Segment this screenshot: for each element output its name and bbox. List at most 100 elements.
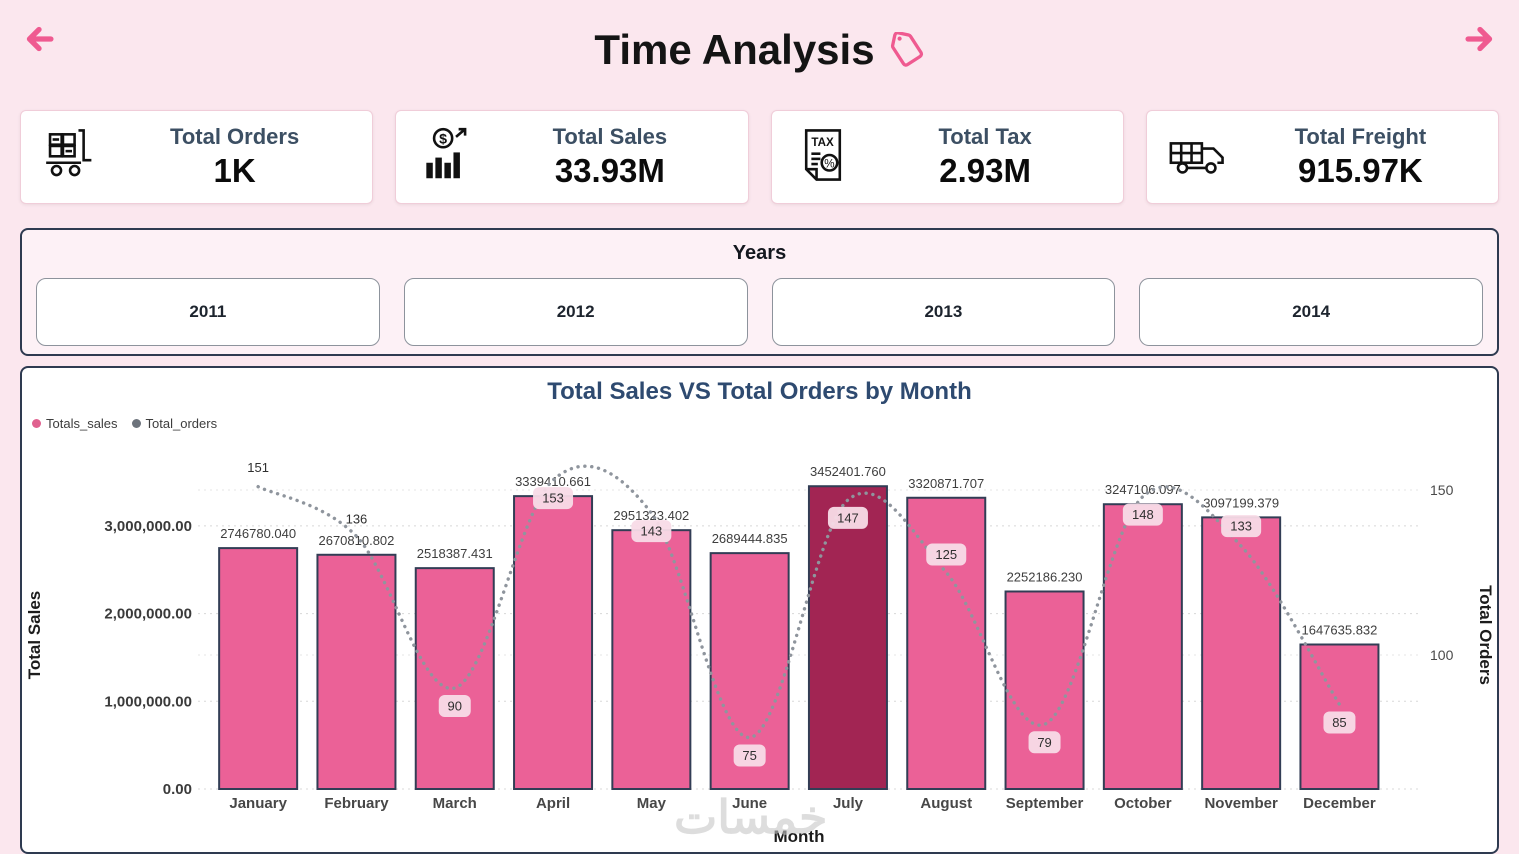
bar-value-label: 2689444.835 [712,531,788,546]
year-button-2014[interactable]: 2014 [1139,278,1483,346]
year-button-2011[interactable]: 2011 [36,278,380,346]
bar-november[interactable] [1201,516,1282,791]
orders-label-pill [1221,515,1262,538]
bar-september[interactable] [1004,590,1085,790]
kpi-value: 915.97K [1297,152,1423,189]
tag-icon [890,32,923,67]
chart-title: Total Sales VS Total Orders by Month [547,378,972,405]
y-axis-title-right: Total Orders [1476,585,1495,685]
kpi-label: Total Freight [1294,124,1427,149]
years-slicer-title: Years [732,242,787,264]
kpi-label: Total Sales [552,124,668,149]
svg-text:$: $ [439,131,447,147]
header: Time Analysis [0,0,1519,100]
forward-arrow-button[interactable] [1461,20,1499,58]
bar-october[interactable] [1102,503,1183,791]
kpi-card-total-orders: Total Orders 1K [20,110,374,204]
x-axis-label-april: April [536,795,570,812]
x-axis-label-june: June [732,795,767,812]
orders-value-label: 85 [1332,715,1346,730]
kpi-card-total-tax: TAX % Total Tax 2.93M [770,110,1124,204]
svg-text:TAX: TAX [811,135,834,148]
kpi-card-total-sales: $ Total Sales 33.93M [395,110,749,204]
kpi-label: Total Tax [938,124,1032,149]
page-title-text: Time Analysis [594,26,875,73]
y-right-tick: 150 [1430,482,1454,498]
y-axis-title-left: Total Sales [25,591,44,680]
pallet-trolley-icon [41,124,109,191]
bar-value-label: 2252186.230 [1007,569,1083,584]
orders-label-pill [631,520,672,543]
bar-value-label: 2518387.431 [417,546,493,561]
x-axis-label-february: February [324,795,389,812]
delivery-truck-icon [1167,124,1235,191]
orders-value-label: 151 [247,460,269,475]
x-axis-label-march: March [433,795,477,812]
x-axis-title: Month [774,827,825,846]
legend-label: Total_orders [145,415,218,431]
bar-value-label: 3339410.661 [515,474,591,489]
legend-item-totals-sales[interactable]: Totals_sales [32,416,118,431]
orders-label-pill [926,543,967,566]
money-growth-icon: $ [416,124,484,191]
orders-value-label: 136 [346,512,368,527]
bar-value-label: 3452401.760 [810,464,886,479]
kpi-value: 1K [213,152,256,189]
bar-value-label: 3247106.097 [1105,482,1181,497]
bar-march[interactable] [414,567,495,790]
bar-value-label: 1647635.832 [1301,623,1377,638]
bar-value-label: 2951323.402 [613,508,689,523]
x-axis-label-september: September [1006,795,1084,812]
legend-dot-orders [131,418,141,428]
chart-legend: Totals_sales Total_orders [22,410,1497,434]
bar-july[interactable] [807,485,888,790]
bar-value-label: 2670810.802 [318,533,394,548]
bar-january[interactable] [218,547,299,790]
years-buttons-row: 2011 2012 2013 2014 [22,265,1497,346]
kpi-value: 2.93M [939,152,1031,189]
legend-label: Totals_sales [46,415,118,431]
y-left-tick: 1,000,000.00 [104,693,192,710]
x-axis-label-november: November [1204,795,1278,812]
bar-august[interactable] [906,496,987,790]
orders-label-pill [1323,711,1356,734]
years-slicer: Years 2011 2012 2013 2014 [20,228,1499,356]
x-axis-label-july: July [833,795,864,812]
tax-document-icon: TAX % [792,124,860,191]
orders-value-label: 79 [1037,735,1051,750]
legend-dot-sales [32,418,41,428]
legend-item-total-orders[interactable]: Total_orders [131,415,218,431]
x-axis-label-december: December [1303,795,1376,812]
combo-chart[interactable]: 0.00 1,000,000.00 2,000,000.00 3,000,000.00… [22,440,1497,854]
kpi-card-total-freight: Total Freight 915.97K [1145,110,1499,204]
x-axis-label-august: August [920,795,972,812]
kpi-cards-row: Total Orders 1K $ Total Sales 33.93M [20,110,1499,204]
bar-april[interactable] [513,495,594,790]
orders-value-label: 90 [448,699,462,714]
orders-value-label: 143 [640,524,662,539]
y-left-tick: 3,000,000.00 [104,518,192,535]
orders-label-pill [438,695,471,717]
orders-label-pill [1028,731,1061,754]
orders-value-label: 133 [1230,519,1252,534]
svg-text:%: % [824,157,834,170]
orders-value-label: 148 [1132,507,1154,522]
orders-label-pill [1122,503,1163,526]
x-axis-label-may: May [637,795,667,812]
year-button-2012[interactable]: 2012 [403,278,748,346]
year-button-2013[interactable]: 2013 [771,278,1116,346]
orders-value-label: 75 [742,748,756,763]
orders-line [256,464,1342,740]
orders-label-pill [533,487,574,510]
orders-label-pill [733,744,766,767]
orders-value-label: 125 [935,547,957,562]
page-title: Time Analysis [594,26,924,74]
chart-card: Total Sales VS Total Orders by Month Tot… [20,366,1499,854]
kpi-value: 33.93M [554,152,665,189]
back-arrow-button[interactable] [20,20,58,58]
y-left-tick: 0.00 [163,781,192,798]
bar-february[interactable] [316,553,397,790]
orders-label-pill [827,506,868,529]
x-axis-label-october: October [1114,795,1172,812]
bar-may[interactable] [611,529,692,790]
